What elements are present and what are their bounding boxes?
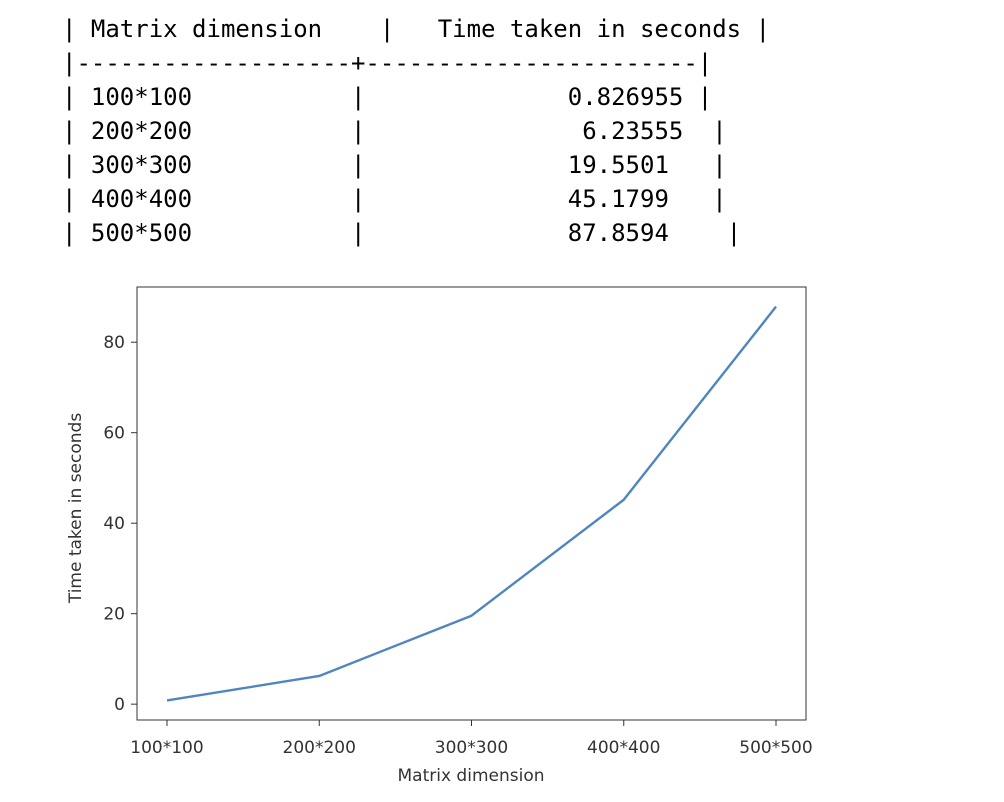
row-1-dimension: 100*100	[90, 83, 193, 111]
table-row: | 500*500 | 87.8594 |	[62, 219, 742, 247]
x-axis-label: Matrix dimension	[398, 766, 545, 786]
table-row: | 400*400 | 45.1799 |	[62, 185, 727, 213]
x-axis-ticks: 100*100 200*200 300*300 400*400 500*500	[130, 720, 813, 758]
y-axis-ticks: 0 20 40 60 80	[103, 333, 137, 715]
row-5-time: 87.8594	[567, 219, 669, 247]
header-matrix-dimension: Matrix dimension	[90, 15, 323, 43]
plot-frame	[136, 286, 807, 721]
y-tick-label: 60	[103, 424, 125, 444]
x-tick-label: 400*400	[587, 738, 660, 758]
table-row: | 200*200 | 6.23555 |	[62, 117, 727, 145]
results-ascii-table: | Matrix dimension | Time taken in secon…	[62, 12, 770, 250]
y-axis-label: Time taken in seconds	[66, 413, 86, 604]
table-row: | 100*100 | 0.826955 |	[62, 83, 713, 111]
row-3-dimension: 300*300	[90, 151, 193, 179]
row-1-time: 0.826955	[567, 83, 684, 111]
row-5-dimension: 500*500	[90, 219, 193, 247]
x-tick-label: 200*200	[283, 738, 356, 758]
x-tick-label: 100*100	[130, 738, 203, 758]
row-4-time: 45.1799	[567, 185, 669, 213]
series-line	[166, 305, 777, 702]
header-time-taken: Time taken in seconds	[437, 15, 742, 43]
x-tick-label: 500*500	[739, 738, 812, 758]
y-tick-label: 20	[103, 605, 125, 625]
table-header-row: | Matrix dimension | Time taken in secon…	[62, 15, 771, 43]
row-2-dimension: 200*200	[90, 117, 193, 145]
row-3-time: 19.5501	[567, 151, 669, 179]
table-row: | 300*300 | 19.5501 |	[62, 151, 727, 179]
row-2-time: 6.23555	[582, 117, 684, 145]
y-tick-label: 80	[103, 333, 125, 353]
y-tick-label: 40	[103, 514, 125, 534]
y-tick-label: 0	[114, 695, 125, 715]
x-tick-label: 300*300	[435, 738, 508, 758]
table-separator: |-------------------+-------------------…	[62, 49, 713, 77]
row-4-dimension: 400*400	[90, 185, 193, 213]
